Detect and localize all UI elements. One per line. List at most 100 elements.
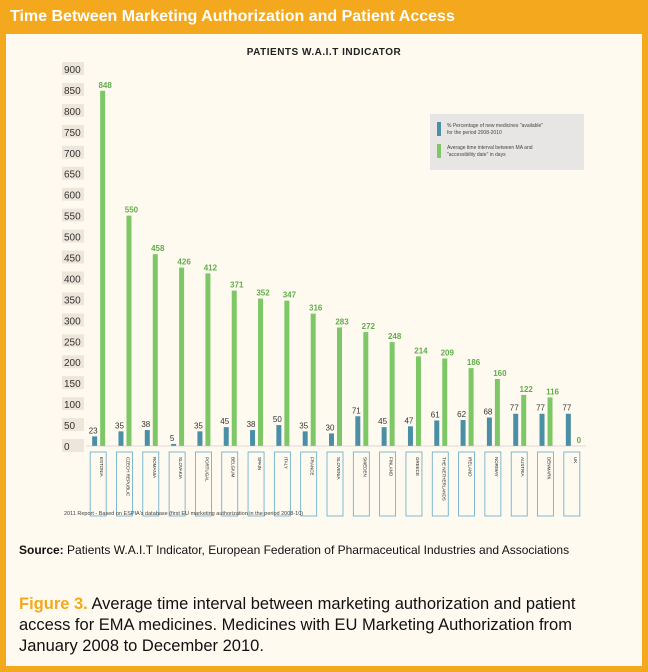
bar-days-label: 214 [414, 346, 428, 355]
bar-days-label: 283 [335, 317, 349, 326]
bar-days [494, 378, 500, 446]
bar-days [363, 332, 369, 446]
source-text: Patients W.A.I.T Indicator, European Fed… [63, 543, 570, 557]
category-label: ITALY [283, 457, 288, 469]
bar-days-label: 248 [388, 332, 402, 341]
y-tick-label: 350 [64, 295, 81, 306]
bar-days-label: 458 [151, 244, 165, 253]
bar-days [389, 342, 395, 446]
bar-percentage [92, 436, 98, 446]
category-label: FINLAND [389, 457, 394, 477]
bar-percentage-label: 62 [457, 410, 466, 419]
y-tick-band [62, 166, 84, 180]
y-tick-band [62, 376, 84, 390]
y-tick-label: 0 [64, 442, 70, 453]
bar-percentage-label: 77 [536, 404, 545, 413]
y-tick-label: 700 [64, 149, 81, 160]
bar-days-label: 352 [256, 289, 270, 298]
bar-days-label: 316 [309, 304, 323, 313]
category-box [431, 451, 449, 517]
source-note: Source: Patients W.A.I.T Indicator, Euro… [19, 542, 619, 558]
y-tick-band [62, 397, 84, 411]
bar-days-label: 347 [283, 291, 297, 300]
category-box [352, 451, 370, 517]
category-box [510, 451, 528, 517]
bar-days-label: 848 [98, 81, 112, 90]
y-tick-label: 600 [64, 191, 81, 202]
bar-percentage [197, 431, 203, 446]
source-label: Source: [19, 543, 64, 557]
bar-percentage-label: 47 [404, 416, 413, 425]
category-box [537, 451, 554, 517]
bar-percentage-label: 35 [194, 421, 203, 430]
bar-days [547, 397, 553, 446]
legend-swatch-percentage [437, 122, 441, 136]
y-tick-band [62, 292, 84, 306]
category-label: UK [573, 457, 578, 463]
bar-days-label: 116 [546, 387, 559, 396]
y-tick-band [62, 334, 84, 348]
y-tick-label: 300 [64, 316, 81, 327]
y-tick-label: 850 [64, 86, 81, 97]
bar-percentage [118, 431, 124, 446]
bar-days [442, 358, 448, 446]
legend-swatch-days [437, 144, 441, 158]
bar-days-label: 122 [520, 385, 534, 394]
bar-days-label: 412 [204, 263, 218, 272]
bar-percentage-label: 77 [510, 404, 519, 413]
figure-label: Figure 3. [19, 595, 88, 613]
category-label: CZECH REPUBLIC [125, 457, 130, 497]
category-label: IRELAND [468, 457, 473, 477]
bar-days-label: 160 [493, 369, 507, 378]
y-tick-band [62, 103, 84, 117]
y-tick-band [62, 271, 84, 285]
bar-days-label: 209 [441, 348, 455, 357]
category-box [563, 451, 581, 517]
y-tick-label: 200 [64, 358, 81, 369]
y-tick-band [62, 208, 84, 222]
y-tick-label: 900 [64, 65, 81, 76]
category-box [379, 451, 397, 517]
y-tick-band [62, 62, 84, 75]
bar-days-label: 426 [177, 258, 191, 267]
y-tick-label: 550 [64, 212, 81, 223]
bar-days [100, 90, 106, 446]
bar-percentage-label: 45 [378, 417, 387, 426]
bar-percentage [250, 430, 256, 446]
bar-chart: 0501001502002503003504004505005506006507… [62, 62, 586, 517]
bar-percentage-label: 50 [273, 415, 282, 424]
bar-days [415, 356, 421, 446]
y-tick-label: 500 [64, 233, 81, 244]
category-label: PORTUGAL [204, 457, 209, 482]
category-label: BELGIUM [231, 457, 236, 478]
bar-percentage-label: 45 [220, 417, 229, 426]
y-tick-band [62, 250, 84, 264]
bar-percentage [539, 413, 545, 446]
category-box [221, 451, 239, 517]
category-box [195, 451, 212, 517]
bar-percentage-label: 38 [141, 420, 150, 429]
category-box [326, 451, 344, 517]
bar-percentage [565, 413, 571, 446]
y-tick-band [62, 187, 84, 201]
category-label: GREECE [415, 457, 420, 476]
y-tick-band [62, 145, 84, 159]
bar-percentage [355, 416, 361, 446]
bar-days [231, 290, 237, 446]
y-tick-band [62, 355, 84, 369]
category-label: SLOVAKIA [178, 457, 183, 479]
y-tick-label: 400 [64, 274, 81, 285]
category-label: AUSTRIA [520, 457, 525, 477]
bar-days-label: 272 [362, 322, 376, 331]
category-box [89, 451, 107, 517]
bar-percentage-label: 5 [170, 434, 175, 443]
bar-days-label: 0 [577, 436, 582, 445]
bar-percentage-label: 23 [89, 426, 98, 435]
category-box [273, 451, 291, 517]
bar-percentage-label: 77 [562, 404, 571, 413]
chart-title: PATIENTS W.A.I.T INDICATOR [246, 47, 402, 58]
y-tick-band [62, 82, 84, 96]
y-tick-label: 50 [64, 421, 76, 432]
category-label: ROMANIA [152, 457, 157, 478]
y-tick-label: 100 [64, 400, 81, 411]
